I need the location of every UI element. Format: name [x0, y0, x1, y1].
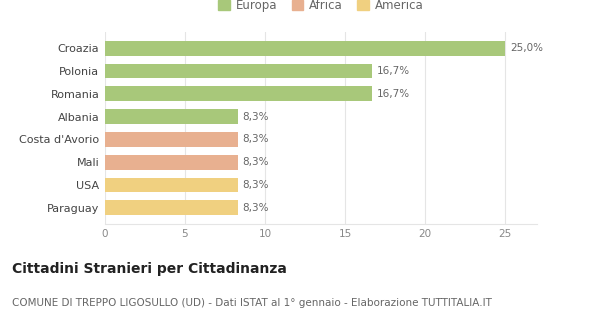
Text: 8,3%: 8,3% [242, 180, 269, 190]
Text: 8,3%: 8,3% [242, 157, 269, 167]
Text: 25,0%: 25,0% [510, 43, 543, 53]
Bar [105, 64, 372, 78]
Bar [105, 86, 372, 101]
Text: 8,3%: 8,3% [242, 203, 269, 213]
Text: 16,7%: 16,7% [377, 66, 410, 76]
Legend: Europa, Africa, America: Europa, Africa, America [215, 0, 427, 16]
Bar [105, 200, 238, 215]
Text: COMUNE DI TREPPO LIGOSULLO (UD) - Dati ISTAT al 1° gennaio - Elaborazione TUTTIT: COMUNE DI TREPPO LIGOSULLO (UD) - Dati I… [12, 298, 492, 308]
Bar [105, 41, 505, 56]
Bar [105, 155, 238, 170]
Text: Cittadini Stranieri per Cittadinanza: Cittadini Stranieri per Cittadinanza [12, 262, 287, 276]
Bar [105, 178, 238, 192]
Text: 8,3%: 8,3% [242, 134, 269, 144]
Text: 8,3%: 8,3% [242, 112, 269, 122]
Text: 16,7%: 16,7% [377, 89, 410, 99]
Bar [105, 109, 238, 124]
Bar [105, 132, 238, 147]
